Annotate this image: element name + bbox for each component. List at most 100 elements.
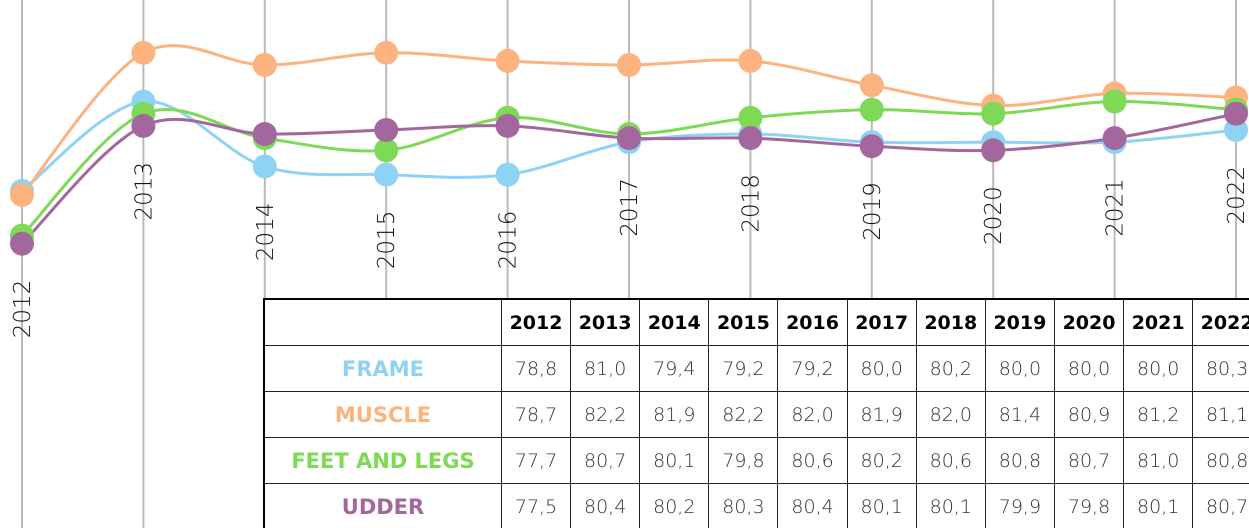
table-row: FRAME 78,8 81,0 79,4 79,2 79,2 80,0 80,2 80,0 80,… (263, 345, 1249, 392)
x-tick-label: 2018 (738, 174, 764, 233)
row-label: UDDER (263, 483, 502, 528)
x-tick-label: 2015 (374, 211, 400, 270)
cell: 79,8 (1053, 483, 1125, 528)
cell: 80,1 (1123, 483, 1194, 528)
point (131, 113, 156, 138)
table-row: MUSCLE 78,7 82,2 81,9 82,2 82,0 81,9 82,0 81,4 80… (263, 391, 1249, 438)
row-label: FRAME (263, 345, 502, 392)
x-tick-label: 2019 (860, 182, 886, 241)
cell: 80,1 (846, 483, 917, 528)
x-tick-label: 2012 (10, 280, 36, 339)
cell: 80,2 (846, 437, 917, 484)
cell: 82,0 (777, 391, 848, 438)
cell: 82,0 (915, 391, 986, 438)
header-cell: 2014 (639, 298, 710, 346)
cell: 80,1 (639, 437, 710, 484)
point (495, 113, 520, 138)
point (495, 162, 520, 187)
cell: 80,0 (984, 345, 1055, 392)
cell: 81,4 (984, 391, 1055, 438)
table-row: UDDER 77,5 80,4 80,2 80,3 80,4 80,1 80,1 79,9 79,… (263, 483, 1249, 528)
cell: 77,7 (500, 437, 572, 484)
header-cell: 2016 (777, 298, 848, 346)
cell: 80,3 (708, 483, 779, 528)
cell: 81,0 (1123, 437, 1194, 484)
cell: 81,1 (1192, 391, 1249, 438)
cell: 80,8 (984, 437, 1055, 484)
point (374, 138, 399, 163)
point (859, 134, 884, 159)
point (374, 117, 399, 142)
data-table: 2012 2013 2014 2015 2016 2017 2018 2019 2020 2021… (263, 298, 1249, 528)
header-cell: 2019 (984, 298, 1055, 346)
cell: 81,0 (570, 345, 641, 392)
cell: 81,9 (846, 391, 917, 438)
header-cell: 2017 (846, 298, 917, 346)
point (859, 73, 884, 98)
cell: 80,4 (777, 483, 848, 528)
cell: 80,6 (915, 437, 986, 484)
point (131, 40, 156, 65)
cell: 80,2 (639, 483, 710, 528)
x-tick-label: 2021 (1103, 178, 1129, 237)
cell: 79,9 (984, 483, 1055, 528)
header-cell: 2013 (570, 298, 641, 346)
cell: 80,2 (915, 345, 986, 392)
table-wrap: 2012 2013 2014 2015 2016 2017 2018 2019 2020 2021… (263, 298, 1249, 528)
cell: 79,2 (708, 345, 779, 392)
cell: 82,2 (708, 391, 779, 438)
cell: 80,7 (1192, 483, 1249, 528)
cell: 78,8 (500, 345, 572, 392)
header-cell: 2021 (1123, 298, 1194, 346)
point (859, 97, 884, 122)
header-cell (263, 298, 502, 346)
point (738, 105, 763, 130)
point (981, 138, 1006, 163)
cell: 80,7 (570, 437, 641, 484)
cell: 80,1 (915, 483, 986, 528)
cell: 79,4 (639, 345, 710, 392)
cell: 80,9 (1053, 391, 1125, 438)
point (374, 162, 399, 187)
cell: 78,7 (500, 391, 572, 438)
cell: 80,4 (570, 483, 641, 528)
point (981, 101, 1006, 126)
point (252, 52, 277, 77)
header-cell: 2022 (1192, 298, 1249, 346)
cell: 80,8 (1192, 437, 1249, 484)
cell: 81,2 (1123, 391, 1194, 438)
point (10, 231, 34, 256)
cell: 80,6 (777, 437, 848, 484)
point (495, 48, 520, 73)
cell: 81,9 (639, 391, 710, 438)
header-cell: 2018 (915, 298, 986, 346)
cell: 80,0 (1053, 345, 1125, 392)
point (617, 52, 641, 77)
table-row: FEET AND LEGS 77,7 80,7 80,1 79,8 80,6 80,2 80,… (263, 437, 1249, 484)
cell: 77,5 (500, 483, 572, 528)
cell: 82,2 (570, 391, 641, 438)
point (738, 126, 763, 151)
point (617, 126, 641, 151)
cell: 80,7 (1053, 437, 1125, 484)
row-label: MUSCLE (263, 391, 502, 438)
cell: 80,0 (846, 345, 917, 392)
cell: 80,0 (1123, 345, 1194, 392)
header-cell: 2015 (708, 298, 779, 346)
x-tick-label: 2014 (253, 203, 279, 262)
point (1102, 126, 1127, 151)
cell: 80,3 (1192, 345, 1249, 392)
x-tick-label: 2022 (1224, 166, 1249, 225)
point (1102, 89, 1127, 114)
point (10, 182, 34, 207)
row-label: FEET AND LEGS (263, 437, 502, 484)
x-tick-label: 2017 (617, 178, 643, 237)
x-tick-label: 2013 (131, 162, 157, 221)
point (252, 122, 277, 147)
x-tick-label: 2016 (496, 211, 522, 270)
cell: 79,8 (708, 437, 779, 484)
cell: 79,2 (777, 345, 848, 392)
point (1224, 101, 1248, 126)
point (252, 154, 277, 179)
